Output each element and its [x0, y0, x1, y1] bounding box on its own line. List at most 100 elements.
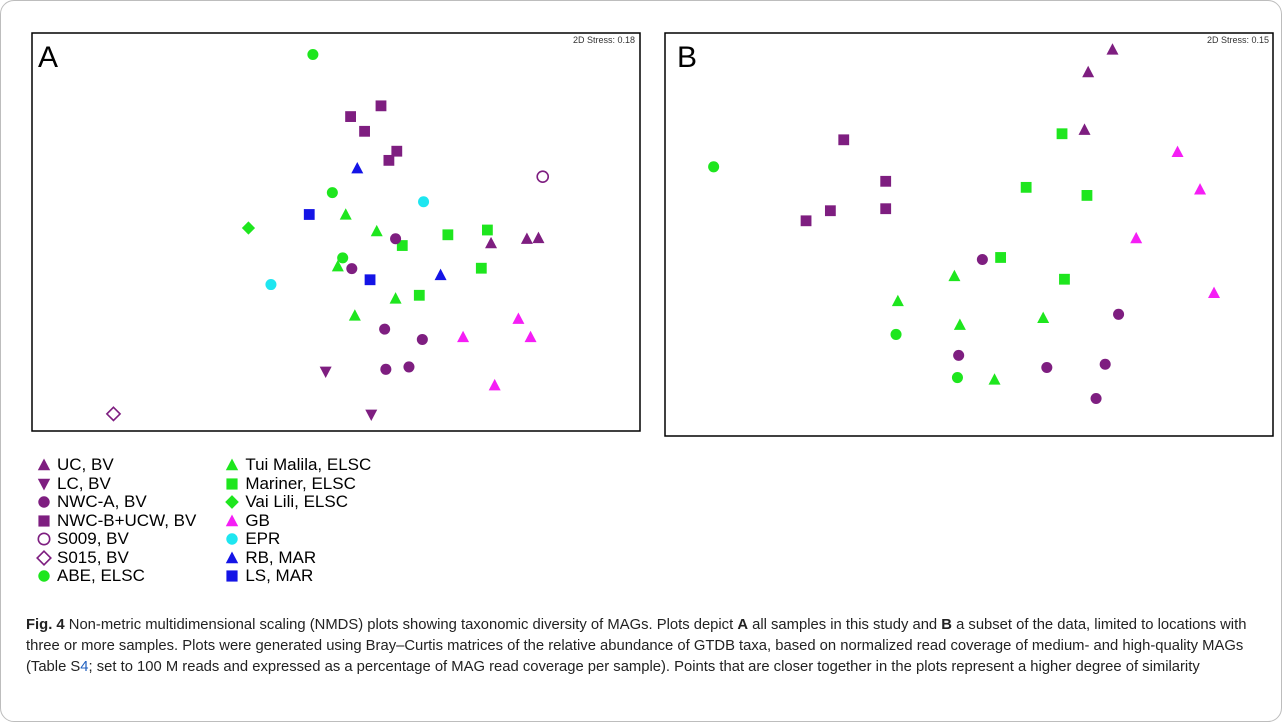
caption-text-3: a subset of the data, limited to locatio…	[26, 617, 1247, 675]
point-nwc-b-ucw-bv	[391, 145, 403, 157]
point-uc-bv	[532, 231, 545, 244]
legend-label: GB	[245, 510, 270, 530]
point-uc-bv	[1082, 65, 1095, 78]
point-ls-mar	[303, 209, 315, 220]
circle-marker-icon	[226, 533, 239, 545]
point-nwc-b-ucw-bv	[383, 154, 395, 166]
point-mariner-elsc	[1056, 128, 1068, 140]
panel-a-stress-label: 2D Stress: 0.18	[573, 35, 635, 45]
point-mariner-elsc	[396, 240, 408, 251]
point-nwc-b-ucw-bv	[375, 100, 387, 112]
panel-a-points	[105, 48, 550, 422]
caption-bold-b: B	[941, 617, 952, 633]
point-nwc-a-bv	[416, 333, 428, 345]
point-abe-elsc	[307, 48, 319, 61]
point-uc-bv	[485, 236, 498, 249]
diamond-marker-icon	[36, 549, 52, 566]
legend-label: S009, BV	[57, 529, 129, 549]
legend-item-s015-bv: S015, BV	[36, 547, 196, 568]
point-nwc-b-ucw-bv	[800, 215, 812, 227]
panel-b-points	[708, 43, 1221, 405]
panel-b: B 2D Stress: 0.15	[664, 32, 1274, 437]
point-nwc-a-bv	[1090, 393, 1102, 405]
point-nwc-b-ucw-bv	[838, 134, 850, 146]
legend-label: S015, BV	[57, 547, 129, 567]
square-marker-icon	[38, 515, 50, 527]
point-nwc-a-bv	[1041, 361, 1053, 374]
point-nwc-a-bv	[1099, 358, 1111, 370]
point-nwc-a-bv	[390, 233, 402, 245]
legend-label: NWC-B+UCW, BV	[57, 510, 197, 530]
point-gb	[512, 312, 525, 324]
legend-label: NWC-A, BV	[57, 492, 147, 512]
legend-label: Tui Malila, ELSC	[245, 455, 372, 475]
triangle-down-marker-icon	[37, 478, 51, 491]
point-nwc-a-bv	[403, 361, 415, 373]
triangle-up-marker-icon	[226, 458, 239, 471]
legend-item-lc-bv: LC, BV	[36, 473, 196, 494]
legend-item-nwc-a-bv: NWC-A, BV	[36, 493, 196, 512]
legend-label: LS, MAR	[245, 566, 314, 586]
point-nwc-a-bv	[346, 263, 358, 275]
circle-marker-icon	[38, 570, 50, 582]
point-tui-malila-elsc	[370, 224, 383, 237]
point-abe-elsc	[326, 187, 338, 199]
point-abe-elsc	[890, 328, 902, 340]
caption-bold-a: A	[737, 617, 748, 633]
caption-text-2: all samples in this study and	[748, 617, 942, 633]
caption-figure-label: Fig. 4	[26, 617, 65, 633]
legend-label: Vai Lili, ELSC	[245, 492, 348, 512]
point-gb	[1208, 286, 1221, 299]
point-gb	[524, 330, 537, 343]
point-mariner-elsc	[1059, 273, 1070, 285]
legend-item-nwc-b-ucw-bv: NWC-B+UCW, BV	[36, 510, 197, 531]
point-gb	[1171, 145, 1184, 157]
legend-item-gb: GB	[224, 510, 371, 531]
point-nwc-b-ucw-bv	[880, 175, 892, 187]
triangle-up-marker-icon	[226, 551, 239, 564]
legend-item-ls-mar: LS, MAR	[224, 567, 371, 586]
point-tui-malila-elsc	[891, 294, 904, 307]
point-tui-malila-elsc	[389, 292, 402, 304]
point-lc-bv	[319, 366, 332, 378]
point-nwc-b-ucw-bv	[345, 111, 356, 122]
point-mariner-elsc	[475, 262, 487, 274]
point-gb	[457, 330, 470, 343]
point-tui-malila-elsc	[331, 259, 344, 272]
square-marker-icon	[226, 570, 238, 582]
legend-label: LC, BV	[57, 473, 111, 493]
point-ls-mar	[364, 274, 376, 286]
legend-label: Mariner, ELSC	[245, 473, 356, 493]
point-mariner-elsc	[1020, 181, 1032, 193]
circle-marker-icon	[38, 496, 50, 508]
point-uc-bv	[520, 232, 533, 244]
point-abe-elsc	[708, 161, 720, 173]
point-nwc-b-ucw-bv	[359, 125, 370, 137]
legend-label: ABE, ELSC	[57, 566, 145, 586]
point-gb	[1194, 183, 1207, 195]
legend-item-s009-bv: S009, BV	[36, 530, 196, 549]
caption-table-link[interactable]: 4	[80, 659, 89, 675]
point-abe-elsc	[337, 252, 349, 264]
point-epr	[418, 196, 430, 208]
point-nwc-a-bv	[1113, 308, 1125, 320]
legend-label: RB, MAR	[245, 547, 317, 567]
point-mariner-elsc	[481, 224, 493, 236]
legend-item-abe-elsc: ABE, ELSC	[36, 567, 196, 586]
point-tui-malila-elsc	[988, 373, 1001, 385]
point-abe-elsc	[951, 372, 963, 384]
nmds-plots: A 2D Stress: 0.18 B 2D Stress: 0.15	[31, 32, 1274, 437]
caption-text-4: ; set to 100 M reads and expressed as a …	[88, 659, 1200, 675]
legend: UC, BV LC, BV NWC-A, BV NWC-B+UCW, BV S009, …	[36, 456, 371, 586]
legend-item-epr: EPR	[224, 530, 371, 549]
point-gb	[1130, 231, 1143, 244]
point-nwc-a-bv	[379, 323, 391, 335]
point-tui-malila-elsc	[953, 318, 966, 330]
point-rb-mar	[434, 268, 447, 281]
panel-b-stress-label: 2D Stress: 0.15	[1207, 35, 1269, 45]
legend-item-vai-lili-elsc: Vai Lili, ELSC	[224, 493, 371, 512]
point-nwc-a-bv	[953, 349, 965, 361]
point-uc-bv	[1106, 43, 1119, 55]
panel-b-frame	[664, 32, 1274, 437]
